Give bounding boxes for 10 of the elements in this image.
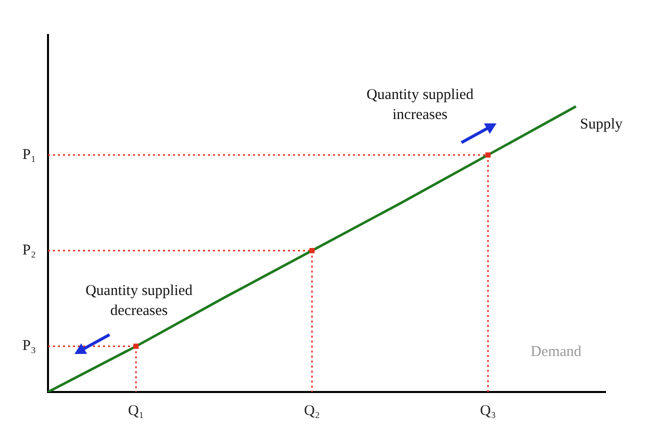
annotation: Demand bbox=[530, 344, 582, 360]
x-tick-label: Q₃ bbox=[480, 402, 496, 419]
annotation: Quantity supplied increases bbox=[366, 86, 474, 123]
series-label: Supply bbox=[580, 116, 624, 132]
x-tick-label: Q₁ bbox=[128, 402, 144, 419]
ref-line-label: P₂ bbox=[22, 242, 36, 259]
x-tick-label: Q₂ bbox=[304, 402, 320, 419]
ref-line-label: P₃ bbox=[22, 338, 36, 354]
ref-line-label: P₁ bbox=[22, 146, 36, 163]
annotation: Quantity supplied decreases bbox=[85, 283, 194, 320]
